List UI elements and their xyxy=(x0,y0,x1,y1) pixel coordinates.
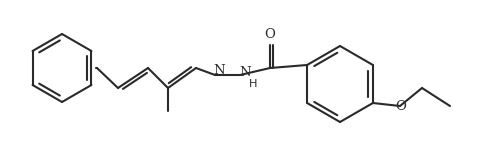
Text: O: O xyxy=(396,100,407,112)
Text: H: H xyxy=(249,79,257,89)
Text: N: N xyxy=(213,64,225,77)
Text: N: N xyxy=(239,66,251,79)
Text: O: O xyxy=(265,29,275,42)
